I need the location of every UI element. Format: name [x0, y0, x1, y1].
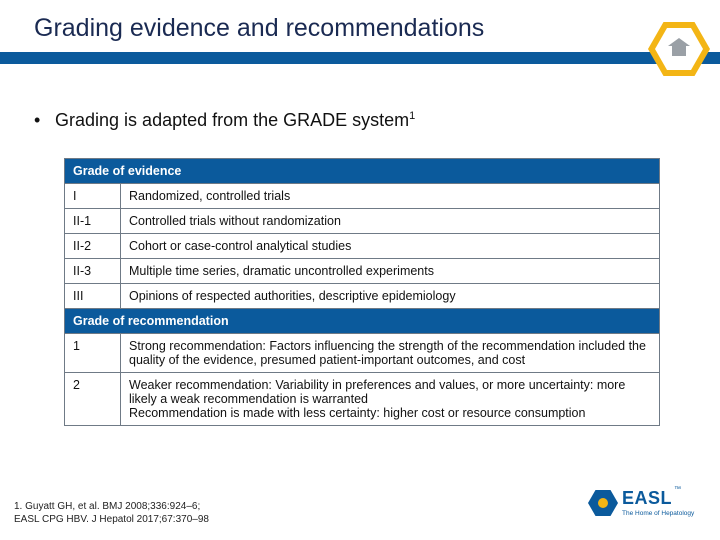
evidence-desc: Multiple time series, dramatic uncontrol… — [121, 259, 660, 284]
home-icon — [668, 38, 690, 60]
logo-text: EASL — [622, 488, 672, 509]
bullet-text: Grading is adapted from the GRADE system — [55, 110, 409, 130]
evidence-code: II-3 — [65, 259, 121, 284]
easl-logo: EASL ™ The Home of Hepatology — [588, 486, 698, 526]
evidence-desc: Controlled trials without randomization — [121, 209, 660, 234]
reference-line: 1. Guyatt GH, et al. BMJ 2008;336:924–6; — [14, 501, 209, 514]
evidence-desc: Randomized, controlled trials — [121, 184, 660, 209]
reference-line: EASL CPG HBV. J Hepatol 2017;67:370–98 — [14, 514, 209, 527]
title-bar: Grading evidence and recommendations — [0, 0, 720, 72]
evidence-code: II-2 — [65, 234, 121, 259]
logo-trademark: ™ — [674, 486, 681, 493]
table-row: 2Weaker recommendation: Variability in p… — [65, 373, 660, 426]
references: 1. Guyatt GH, et al. BMJ 2008;336:924–6;… — [14, 501, 209, 526]
logo-subtitle: The Home of Hepatology — [622, 510, 694, 517]
table-row: 1Strong recommendation: Factors influenc… — [65, 334, 660, 373]
bullet-item: • Grading is adapted from the GRADE syst… — [34, 110, 415, 131]
bullet-superscript: 1 — [409, 110, 415, 122]
evidence-code: II-1 — [65, 209, 121, 234]
table-row: II-2Cohort or case-control analytical st… — [65, 234, 660, 259]
evidence-desc: Opinions of respected authorities, descr… — [121, 284, 660, 309]
logo-hex-icon — [588, 488, 618, 518]
recommendation-header: Grade of recommendation — [65, 309, 660, 334]
slide: Grading evidence and recommendations • G… — [0, 0, 720, 540]
evidence-desc: Cohort or case-control analytical studie… — [121, 234, 660, 259]
evidence-code: I — [65, 184, 121, 209]
evidence-header: Grade of evidence — [65, 159, 660, 184]
evidence-code: III — [65, 284, 121, 309]
rec-desc: Strong recommendation: Factors influenci… — [121, 334, 660, 373]
table-row: IRandomized, controlled trials — [65, 184, 660, 209]
bullet-marker: • — [34, 110, 50, 131]
table-row: II-1Controlled trials without randomizat… — [65, 209, 660, 234]
title-underline — [0, 52, 720, 64]
rec-code: 1 — [65, 334, 121, 373]
rec-desc: Weaker recommendation: Variability in pr… — [121, 373, 660, 426]
table-row: IIIOpinions of respected authorities, de… — [65, 284, 660, 309]
home-badge[interactable] — [648, 18, 710, 80]
grading-table: Grade of evidence IRandomized, controlle… — [64, 158, 660, 426]
rec-code: 2 — [65, 373, 121, 426]
page-title: Grading evidence and recommendations — [34, 14, 484, 43]
table-row: II-3Multiple time series, dramatic uncon… — [65, 259, 660, 284]
